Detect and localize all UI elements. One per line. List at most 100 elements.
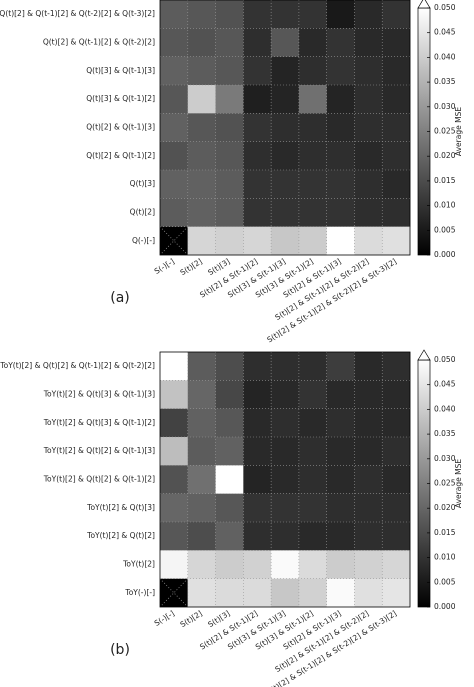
cell (243, 522, 272, 551)
cell (243, 85, 272, 114)
cell (187, 0, 216, 29)
empty-cross (159, 578, 189, 608)
colorbar-tick-label: 0.025 (434, 479, 456, 488)
cell (298, 198, 327, 227)
cell (326, 113, 355, 142)
cell (354, 352, 383, 381)
cell (298, 170, 327, 199)
cell (326, 141, 355, 171)
cell (187, 578, 216, 608)
cell (243, 113, 272, 142)
cell (215, 380, 244, 409)
caption: (a) (110, 290, 130, 306)
plot-frame (159, 351, 411, 608)
cell (271, 170, 300, 199)
cell (215, 198, 244, 227)
cell (326, 493, 355, 523)
cell (298, 141, 327, 171)
cell (298, 226, 327, 256)
cell (326, 465, 355, 494)
cell (382, 28, 411, 57)
y-tick-label: Q(-)[-] (132, 236, 155, 245)
cell (271, 380, 300, 409)
cell (298, 437, 327, 466)
cell (382, 170, 411, 199)
colorbar-tick-label: 0.050 (434, 3, 456, 12)
cell (298, 493, 327, 523)
cell (215, 408, 244, 438)
cell (243, 170, 272, 199)
colorbar-tick-label: 0.040 (434, 404, 456, 413)
cell (354, 550, 383, 579)
cell (215, 226, 244, 256)
cell (160, 437, 189, 466)
y-tick-label: Q(t)[2] & Q(t-1)[2] (86, 151, 155, 160)
y-tick-label: Q(t)[3] & Q(t-1)[3] (86, 66, 155, 75)
cell (215, 56, 244, 86)
cell (187, 85, 216, 114)
colorbar-tick-label: 0.005 (434, 225, 456, 234)
cell (160, 465, 189, 494)
cell (271, 550, 300, 579)
cell (298, 380, 327, 409)
cell (215, 170, 244, 199)
cell (326, 408, 355, 438)
cell (271, 437, 300, 466)
cell (243, 198, 272, 227)
cell (326, 578, 355, 608)
cell (326, 28, 355, 57)
cell (160, 522, 189, 551)
cell (354, 226, 383, 256)
cell (326, 380, 355, 409)
cell (326, 522, 355, 551)
cell (382, 522, 411, 551)
cell (243, 56, 272, 86)
colorbar-tick-label: 0.015 (434, 528, 456, 537)
cell (160, 141, 189, 171)
cell (271, 465, 300, 494)
cell (215, 28, 244, 57)
cell (243, 141, 272, 171)
cell (271, 141, 300, 171)
cell (215, 0, 244, 29)
cell (271, 0, 300, 29)
y-tick-label: ToY(t)[2] & Q(t)[2] & Q(t-1)[2] (43, 475, 155, 484)
cell (382, 465, 411, 494)
cell (187, 380, 216, 409)
cell (187, 141, 216, 171)
cell (160, 85, 189, 114)
colorbar-tick-label: 0.010 (434, 201, 456, 210)
cell (382, 578, 411, 608)
cell (326, 0, 355, 29)
cell (326, 226, 355, 256)
cell (298, 465, 327, 494)
cell (243, 28, 272, 57)
cell (298, 28, 327, 57)
cell (354, 408, 383, 438)
cell (243, 493, 272, 523)
cell (271, 198, 300, 227)
cell (243, 578, 272, 608)
cell (160, 0, 189, 29)
cell (326, 352, 355, 381)
cell (298, 85, 327, 114)
colorbar-tick-label: 0.000 (434, 250, 456, 259)
cell (271, 578, 300, 608)
cell (326, 85, 355, 114)
cell (271, 85, 300, 114)
cell (215, 85, 244, 114)
y-tick-label: ToY(t)[2] & Q(t)[2] (86, 531, 155, 540)
cell (298, 550, 327, 579)
cell (354, 28, 383, 57)
colorbar-tick-label: 0.045 (434, 28, 456, 37)
cell (187, 226, 216, 256)
colorbar-tick-label: 0.045 (434, 380, 456, 389)
cell (382, 352, 411, 381)
cell (215, 578, 244, 608)
cell (382, 85, 411, 114)
cell (160, 550, 189, 579)
colorbar-tick-label: 0.030 (434, 454, 456, 463)
colorbar-tick-label: 0.025 (434, 127, 456, 136)
x-tick-label: S(-)[-] (153, 257, 176, 276)
cell (354, 170, 383, 199)
